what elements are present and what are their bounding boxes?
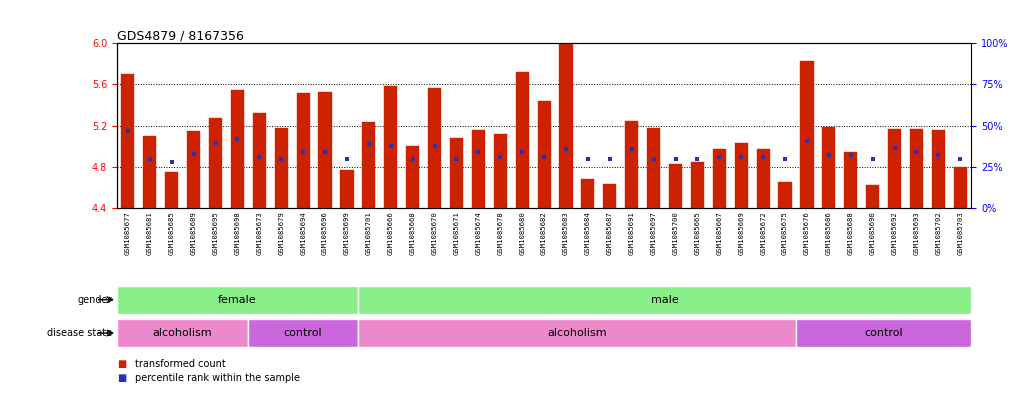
Bar	[450, 138, 463, 208]
Bar	[538, 101, 550, 208]
Bar	[406, 147, 419, 208]
Bar	[121, 74, 134, 208]
Text: female: female	[218, 295, 256, 305]
Bar	[362, 122, 375, 208]
Bar	[625, 121, 639, 208]
Text: male: male	[651, 295, 678, 305]
Text: control: control	[864, 328, 903, 338]
Text: gender: gender	[77, 295, 112, 305]
Bar	[248, 319, 358, 347]
Bar	[231, 90, 244, 208]
Text: ■: ■	[117, 358, 126, 369]
Bar	[603, 184, 616, 208]
Bar	[866, 185, 880, 208]
Bar	[582, 180, 595, 208]
Bar	[691, 162, 704, 208]
Bar	[358, 319, 796, 347]
Text: percentile rank within the sample: percentile rank within the sample	[135, 373, 300, 383]
Text: control: control	[284, 328, 322, 338]
Bar	[910, 129, 923, 208]
Bar	[516, 72, 529, 208]
Bar	[888, 129, 901, 208]
Bar	[143, 136, 157, 208]
Text: alcoholism: alcoholism	[153, 328, 213, 338]
Text: ■: ■	[117, 373, 126, 383]
Bar	[778, 182, 791, 208]
Bar	[932, 130, 945, 208]
Bar	[358, 285, 971, 314]
Bar	[796, 319, 971, 347]
Bar	[734, 143, 747, 208]
Bar	[647, 128, 660, 208]
Bar	[800, 61, 814, 208]
Bar	[669, 164, 682, 208]
Bar	[559, 41, 573, 208]
Bar	[384, 86, 398, 208]
Bar	[713, 149, 726, 208]
Text: disease state: disease state	[47, 328, 112, 338]
Bar	[493, 134, 506, 208]
Text: alcoholism: alcoholism	[547, 328, 607, 338]
Bar	[472, 130, 485, 208]
Text: GDS4879 / 8167356: GDS4879 / 8167356	[117, 29, 244, 42]
Bar	[823, 127, 835, 208]
Bar	[117, 319, 248, 347]
Bar	[954, 167, 967, 208]
Bar	[318, 92, 332, 208]
Bar	[165, 172, 178, 208]
Bar	[253, 113, 265, 208]
Bar	[757, 149, 770, 208]
Bar	[208, 118, 222, 208]
Text: transformed count: transformed count	[135, 358, 226, 369]
Bar	[117, 285, 358, 314]
Bar	[275, 128, 288, 208]
Bar	[341, 170, 354, 208]
Bar	[297, 93, 310, 208]
Bar	[187, 131, 200, 208]
Bar	[428, 88, 441, 208]
Bar	[844, 152, 857, 208]
